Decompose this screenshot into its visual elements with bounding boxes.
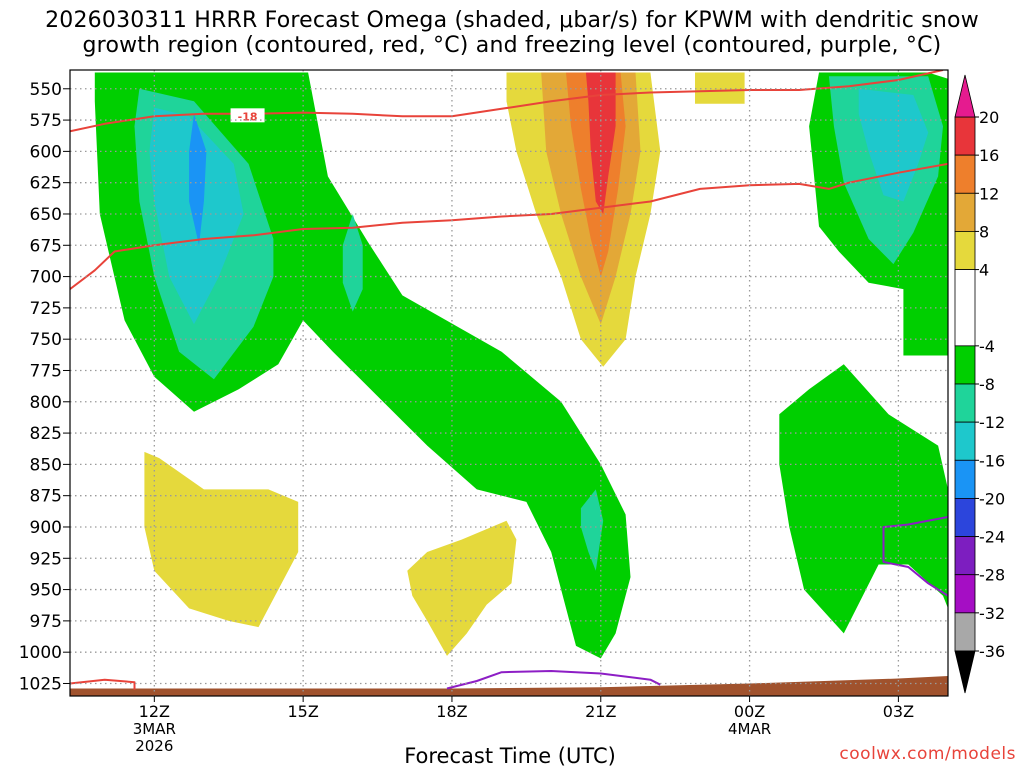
y-tick-label-750: 750 [30,330,62,350]
colorbar-top-arrow [954,74,976,118]
x-tick-label-24-0: 00Z [734,702,765,721]
x-tick-label-15-0: 15Z [287,702,318,721]
x-tick-label-12-2: 2026 [135,737,173,755]
colorbar-label-7: -12 [979,413,1005,432]
y-tick-label-700: 700 [30,268,62,288]
colorbar-label-0: 20 [979,108,999,127]
colorbar-bin-5 [954,345,976,385]
axes: 550 575 600 625 650 675 700 725 750 775 800 825 850 8… [19,69,949,755]
colorbar-bin-7 [954,421,976,461]
dendritic-contour-1 [70,162,948,290]
colorbar-bin-4 [954,269,976,347]
colorbar-label-10: -24 [979,528,1005,547]
colorbar-label-3: 8 [979,222,989,241]
colorbar-bin-8 [954,459,976,499]
plot-area: -18 [70,70,948,696]
plot-frame [69,69,949,697]
dendritic-contour-2 [70,678,136,690]
omega-region-13 [585,72,616,214]
dendritic-contour-0 [70,70,944,133]
site-credit: coolwx.com/models [839,744,1016,764]
y-tick-label-900: 900 [30,518,62,538]
freezing-contour-0 [446,670,661,690]
y-tick-label-875: 875 [30,487,62,507]
colorbar-bin-3 [954,231,976,270]
x-tick-label-27-0: 03Z [883,702,914,721]
omega-region-15 [144,451,299,628]
colorbar-label-11: -28 [979,566,1005,585]
colorbar-bin-12 [954,612,976,652]
colorbar-label-8: -16 [979,451,1005,470]
y-tick-label-625: 625 [30,174,62,194]
colorbar-bin-10 [954,536,976,576]
chart-title-line-1: 2026030311 HRRR Forecast Omega (shaded, … [45,8,979,33]
colorbar-bin-2 [954,192,976,232]
y-tick-label-925: 925 [30,549,62,569]
colorbar-bin-6 [954,383,976,423]
chart-title: 2026030311 HRRR Forecast Omega (shaded, … [0,8,1024,58]
x-tick-label-18-0: 18Z [436,702,467,721]
colorbar-label-1: 16 [979,146,999,165]
colorbar-label-4: 4 [979,261,989,280]
x-tick-label-24-1: 4MAR [728,720,771,738]
x-axis-label: Forecast Time (UTC) [404,744,616,768]
freezing-contour-1 [882,516,948,597]
grid-lines [70,70,948,696]
y-tick-label-650: 650 [30,205,62,225]
y-tick-label-675: 675 [30,236,62,256]
chart-title-line-2: growth region (contoured, red, °C) and f… [82,33,942,58]
x-tick-label-12-0: 12Z [139,702,170,721]
y-tick-label-975: 975 [30,612,62,632]
colorbar-bottom-arrow [954,650,976,694]
colorbar-label-13: -36 [979,642,1005,661]
colorbar-label-6: -8 [979,375,995,394]
dendritic-contour-label-bg-0 [230,108,265,123]
y-tick-label-1000: 1000 [19,643,62,663]
omega-region-4 [342,214,363,312]
y-tick-label-600: 600 [30,142,62,162]
omega-region-14 [695,72,745,104]
y-tick-label-725: 725 [30,299,62,319]
y-tick-label-850: 850 [30,455,62,475]
colorbar-label-5: -4 [979,337,995,356]
x-tick-label-21-0: 21Z [585,702,616,721]
colorbar-label-9: -20 [979,489,1005,508]
y-tick-label-550: 550 [30,80,62,100]
colorbar-bin-9 [954,498,976,537]
terrain-shading [70,676,948,696]
colorbar-label-2: 12 [979,184,999,203]
y-tick-label-950: 950 [30,581,62,601]
omega-region-9 [779,364,948,634]
y-tick-label-775: 775 [30,361,62,381]
colorbar-bin-1 [954,154,976,194]
dendritic-contour-label-0: -18 [238,110,258,123]
omega-region-8 [858,88,929,202]
y-tick-label-825: 825 [30,424,62,444]
omega-region-3 [189,113,207,246]
omega-region-5 [580,489,604,571]
colorbar: 20 16 12 8 4 -4 -8 -12 -16 -20 -24 -28 -32 -36 [954,74,1005,694]
omega-region-16 [407,520,517,656]
colorbar-bin-11 [954,574,976,614]
y-tick-label-575: 575 [30,111,62,131]
colorbar-label-12: -32 [979,604,1005,623]
y-tick-label-1025: 1025 [19,674,62,694]
y-tick-label-800: 800 [30,393,62,413]
colorbar-bin-0 [954,116,976,156]
x-tick-label-12-1: 3MAR [133,720,176,738]
